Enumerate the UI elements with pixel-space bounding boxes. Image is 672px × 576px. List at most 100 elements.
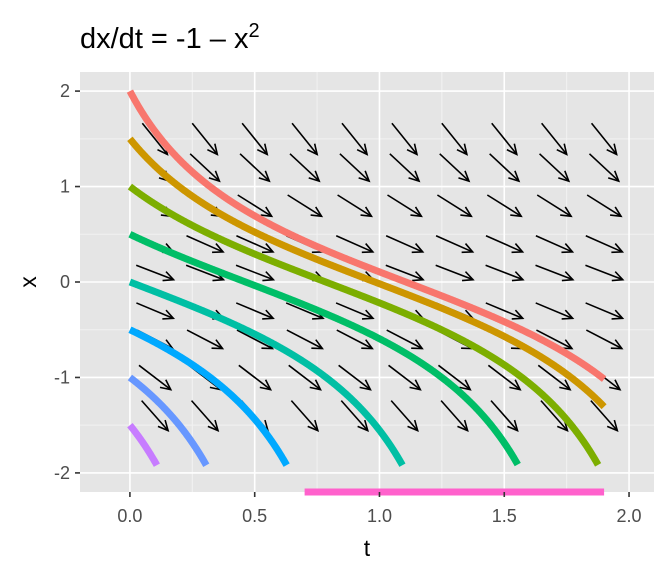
direction-arrow xyxy=(585,329,624,350)
direction-arrow xyxy=(335,302,375,320)
arrow-shaft xyxy=(590,400,618,432)
arrow-head xyxy=(256,143,269,156)
arrow-head xyxy=(407,419,419,433)
direction-arrow xyxy=(489,153,521,183)
direction-arrow xyxy=(436,194,473,218)
arrow-shaft xyxy=(590,122,618,155)
direction-arrow xyxy=(341,122,369,156)
arrow-shaft xyxy=(235,264,274,281)
arrow-head xyxy=(560,206,573,218)
direction-arrow xyxy=(189,153,221,183)
direction-arrow xyxy=(387,194,423,218)
direction-arrow xyxy=(539,153,571,183)
direction-arrow xyxy=(236,234,275,254)
direction-arrow xyxy=(237,194,274,218)
arrow-head xyxy=(357,419,369,433)
arrow-head xyxy=(509,379,522,391)
arrow-shaft xyxy=(288,364,321,391)
solution-curve-5 xyxy=(126,278,406,468)
direction-arrow xyxy=(485,264,525,282)
arrow-shaft xyxy=(439,153,470,182)
arrow-head xyxy=(259,379,273,391)
direction-arrow xyxy=(536,194,573,218)
arrow-shaft xyxy=(391,122,418,155)
arrow-head xyxy=(457,419,469,433)
direction-arrow xyxy=(585,302,625,320)
direction-arrow xyxy=(337,194,374,218)
arrow-head xyxy=(356,143,369,156)
arrow-shaft xyxy=(535,302,573,320)
arrow-shaft xyxy=(138,364,172,391)
arrow-head xyxy=(510,206,523,218)
arrow-head xyxy=(561,309,575,320)
direction-arrow xyxy=(439,153,471,183)
x-axis: 0.0 0.5 1.0 1.5 2.0 xyxy=(117,492,642,526)
direction-arrow xyxy=(186,329,225,350)
arrow-head xyxy=(358,170,371,183)
arrow-shaft xyxy=(585,264,624,281)
direction-arrow xyxy=(585,234,625,254)
arrow-head xyxy=(560,339,574,350)
arrow-shaft xyxy=(535,264,574,281)
arrow-head xyxy=(408,170,421,183)
solution-curve-1 xyxy=(126,88,608,383)
arrow-head xyxy=(556,143,568,156)
arrow-shaft xyxy=(141,122,169,155)
direction-arrow xyxy=(485,234,525,254)
arrow-head xyxy=(359,379,372,391)
arrow-head xyxy=(561,271,575,282)
arrow-head xyxy=(409,379,422,391)
arrow-shaft xyxy=(435,264,474,281)
arrow-head xyxy=(556,419,569,433)
direction-arrow xyxy=(536,329,574,350)
arrow-head xyxy=(310,206,324,218)
arrow-shaft xyxy=(586,194,622,217)
direction-arrow xyxy=(590,122,618,156)
arrow-head xyxy=(262,271,276,282)
chart-title: dx/dt = -1 – x2 xyxy=(80,20,260,55)
arrow-shaft xyxy=(437,364,471,391)
arrow-head xyxy=(606,419,619,433)
arrow-shaft xyxy=(385,234,424,253)
arrow-shaft xyxy=(485,264,524,281)
arrow-shaft xyxy=(436,194,472,217)
arrow-head xyxy=(211,339,225,350)
arrow-shaft xyxy=(390,400,419,432)
arrow-head xyxy=(208,170,221,183)
arrow-head xyxy=(559,379,572,391)
arrow-shaft xyxy=(491,122,518,155)
y-axis-title: x xyxy=(15,276,41,288)
direction-arrow xyxy=(235,264,276,282)
solution-curve-4 xyxy=(126,231,521,468)
arrow-shaft xyxy=(238,364,272,391)
direction-arrow xyxy=(339,153,371,183)
arrow-shaft xyxy=(585,234,623,253)
arrow-shaft xyxy=(335,234,374,253)
direction-arrow xyxy=(535,302,575,320)
arrow-shaft xyxy=(588,153,620,182)
arrow-head xyxy=(311,339,324,350)
arrow-shaft xyxy=(388,364,421,391)
direction-arrow xyxy=(390,400,419,433)
direction-arrow xyxy=(441,122,469,156)
arrow-shaft xyxy=(136,302,174,320)
arrow-head xyxy=(611,309,625,320)
arrow-shaft xyxy=(536,329,573,350)
direction-arrow xyxy=(138,364,173,391)
arrow-head xyxy=(458,170,471,183)
arrow-shaft xyxy=(241,122,268,155)
arrow-shaft xyxy=(341,122,368,155)
arrow-shaft xyxy=(486,194,522,217)
arrow-head xyxy=(162,309,176,320)
direction-arrow xyxy=(385,234,425,254)
arrow-head xyxy=(606,143,618,156)
arrow-head xyxy=(361,309,375,320)
y-tick-label: 0 xyxy=(60,272,70,292)
arrow-head xyxy=(410,206,423,218)
arrow-shaft xyxy=(336,329,373,350)
arrow-head xyxy=(159,379,173,391)
direction-arrow xyxy=(386,329,424,350)
arrow-head xyxy=(361,243,375,254)
direction-arrow xyxy=(437,364,472,391)
arrow-head xyxy=(609,379,622,391)
